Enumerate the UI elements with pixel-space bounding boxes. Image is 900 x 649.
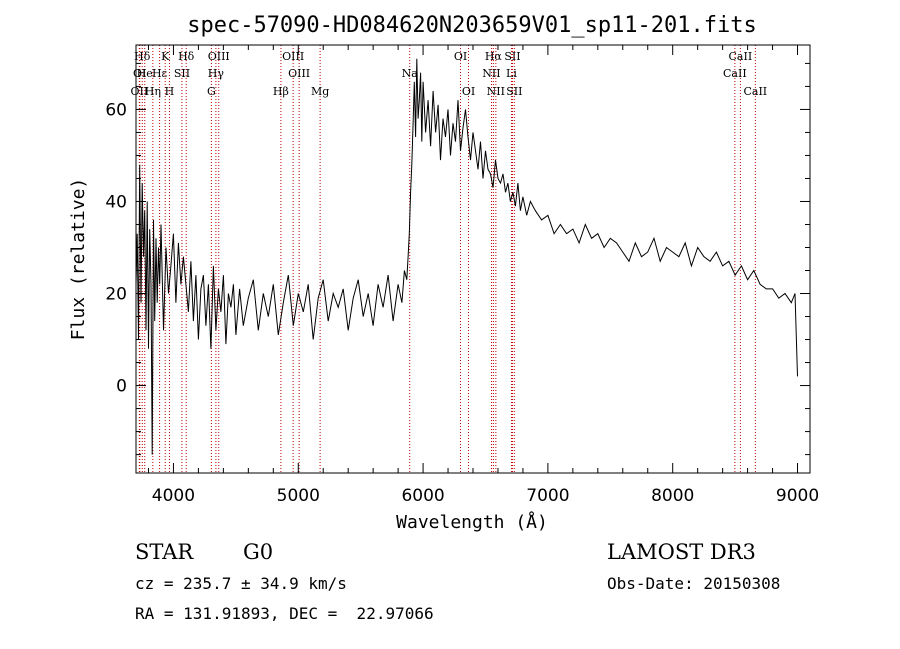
coordinates: RA = 131.91893, DEC = 22.97066	[135, 604, 434, 623]
y-axis-ticks: 0 20 40 60	[105, 62, 810, 456]
x-tick-label: 6000	[401, 486, 444, 506]
line-label-13: Hβ	[273, 85, 289, 98]
line-label-20: Hα	[485, 50, 503, 63]
line-label-4: Hη	[145, 85, 161, 98]
line-label-27: CaII	[723, 67, 747, 80]
line-markers	[138, 45, 756, 473]
object-subclass: G0	[243, 540, 274, 564]
line-label-28: CaII	[743, 85, 767, 98]
x-tick-label: 7000	[526, 486, 569, 506]
x-tick-label: 9000	[776, 486, 819, 506]
y-tick-label: 0	[116, 377, 127, 397]
y-tick-label: 40	[105, 192, 127, 212]
line-label-17: Na	[402, 67, 419, 80]
object-class: STAR	[135, 540, 194, 564]
line-label-12: G	[207, 85, 216, 98]
line-label-8: H	[165, 85, 175, 98]
line-label-2: OII	[131, 85, 149, 98]
plot-frame	[135, 44, 811, 474]
redshift-text: cz = 235.7 ± 34.9 km/s	[135, 574, 347, 593]
spectrum-line	[135, 58, 798, 455]
line-label-11: Hγ	[208, 67, 225, 80]
x-axis-ticks: 4000 5000 6000 7000 8000 9000	[147, 45, 819, 506]
line-label-9: Hδ	[178, 50, 195, 63]
x-tick-label: 5000	[277, 486, 320, 506]
line-label-25: SII	[506, 85, 522, 98]
y-tick-label: 20	[105, 285, 127, 305]
line-label-26: CaII	[729, 50, 753, 63]
line-label-5: K	[161, 50, 170, 63]
y-tick-label: 60	[105, 100, 127, 120]
x-tick-label: 4000	[152, 486, 195, 506]
line-label-18: OI	[454, 50, 467, 63]
line-label-7: SII	[174, 67, 190, 80]
y-axis-label: Flux (relative)	[68, 178, 89, 341]
line-label-14: OIII	[282, 50, 304, 63]
chart-title: spec-57090-HD084620N203659V01_sp11-201.f…	[187, 13, 757, 38]
line-label-0: Hδ	[134, 50, 151, 63]
line-label-24: Li	[506, 67, 517, 80]
line-label-6: Hε	[152, 67, 168, 80]
line-label-16: Mg	[311, 85, 329, 98]
line-label-3: He	[137, 67, 153, 80]
x-axis-label: Wavelength (Å)	[396, 511, 548, 533]
x-tick-label: 8000	[651, 486, 694, 506]
survey-name: LAMOST DR3	[607, 540, 756, 564]
line-label-22: NII	[487, 85, 505, 98]
obs-date: Obs-Date: 20150308	[607, 574, 781, 593]
line-label-21: NII	[482, 67, 500, 80]
line-label-15: OIII	[288, 67, 310, 80]
line-label-10: OIII	[208, 50, 230, 63]
line-label-23: SII	[504, 50, 520, 63]
line-label-19: OI	[462, 85, 475, 98]
